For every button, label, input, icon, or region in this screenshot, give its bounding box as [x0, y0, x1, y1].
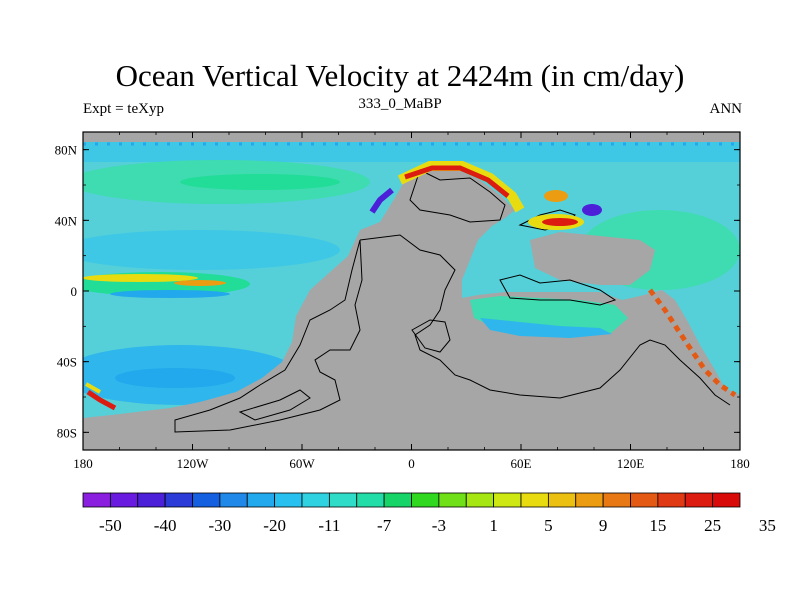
- colorbar-label: -11: [318, 516, 340, 535]
- coastline-asia: [499, 274, 617, 306]
- north-pacific-core: [180, 174, 340, 190]
- colorbar-swatch: [301, 492, 330, 508]
- hotspot-red: [542, 218, 578, 226]
- colorbar-label: 5: [544, 516, 553, 535]
- colorbar-label: -40: [154, 516, 177, 535]
- hotspot-arc-blue: [369, 187, 394, 214]
- season-label: ANN: [709, 101, 743, 117]
- colorbar-swatch: [192, 492, 221, 508]
- coastal-hotspots: [83, 142, 740, 411]
- y-tick-label: 80N: [55, 143, 78, 158]
- map-field: [83, 132, 740, 450]
- southwest-hotspots: [86, 389, 117, 411]
- coastline-north: [409, 169, 506, 223]
- colorbar-swatch: [164, 492, 193, 508]
- colorbar-swatch: [602, 492, 631, 508]
- arctic-band: [83, 142, 740, 162]
- equatorial-orange: [174, 280, 226, 286]
- colorbar-swatch: [547, 492, 577, 508]
- colorbar-swatch: [82, 492, 111, 508]
- equatorial-blue: [110, 290, 230, 298]
- colorbar-swatch: [630, 492, 659, 508]
- colorbar-swatch: [712, 492, 741, 508]
- colorbar-swatch: [356, 492, 385, 508]
- colorbar-swatch: [109, 492, 139, 508]
- colorbar-label: -50: [99, 516, 122, 535]
- southwest-hotspots-yellow: [85, 382, 101, 394]
- x-tick-label: 0: [408, 456, 415, 471]
- coastline-interior: [411, 319, 451, 353]
- colorbar-swatch: [438, 492, 467, 508]
- colorbar-swatch: [246, 492, 276, 508]
- x-axis: 180 120W 60W 0 60E 120E 180: [73, 132, 750, 471]
- colorbar-swatch: [219, 492, 248, 508]
- coastline-west: [174, 239, 363, 433]
- experiment-label: Expt = teXyp: [83, 101, 164, 117]
- x-tick-label: 180: [730, 456, 750, 471]
- equatorial-yellow: [83, 274, 198, 282]
- colorbar-label: -30: [209, 516, 232, 535]
- colorbar-swatch: [328, 492, 358, 508]
- asia-block: [530, 232, 655, 285]
- coastline-east: [518, 209, 576, 231]
- y-axis: 80N 40N 0 40S 80S: [55, 143, 740, 440]
- x-tick-label: 60E: [511, 456, 532, 471]
- colorbar: -50-40-30-20-11-7-315915253545: [82, 492, 776, 535]
- y-tick-label: 80S: [57, 425, 77, 440]
- colorbar-label: -20: [263, 516, 286, 535]
- colorbar-label: 9: [599, 516, 608, 535]
- x-tick-label: 120E: [617, 456, 645, 471]
- colorbar-label: 15: [649, 516, 666, 535]
- hotspot-blue: [582, 204, 602, 216]
- colorbar-label: 1: [489, 516, 498, 535]
- y-tick-label: 0: [71, 284, 78, 299]
- y-tick-label: 40S: [57, 355, 77, 370]
- colorbar-swatch: [411, 492, 440, 508]
- x-tick-label: 180: [73, 456, 93, 471]
- colorbar-swatch: [493, 492, 522, 508]
- coastlines: [174, 169, 731, 433]
- land-mass: [83, 168, 740, 450]
- tropical-band: [83, 230, 340, 270]
- colorbar-label: -7: [377, 516, 392, 535]
- coastline-central: [359, 234, 731, 406]
- coastline-south: [238, 389, 311, 421]
- south-pacific-core: [115, 368, 235, 388]
- colorbar-label: 35: [759, 516, 776, 535]
- colorbar-swatch: [465, 492, 495, 508]
- colorbar-swatch: [383, 492, 412, 508]
- eastern-coast-hotspots: [648, 288, 737, 398]
- colorbar-swatch: [274, 492, 303, 508]
- x-tick-label: 60W: [289, 456, 315, 471]
- colorbar-swatch: [137, 492, 166, 508]
- colorbar-swatch: [575, 492, 604, 508]
- y-tick-label: 40N: [55, 213, 78, 228]
- hotspot-orange: [544, 190, 568, 202]
- chart-title: Ocean Vertical Velocity at 2424m (in cm/…: [115, 58, 685, 93]
- colorbar-swatch: [657, 492, 686, 508]
- colorbar-label: 25: [704, 516, 721, 535]
- x-tick-label: 120W: [177, 456, 210, 471]
- colorbar-swatch: [684, 492, 714, 508]
- colorbar-label: -3: [432, 516, 446, 535]
- chart-subtitle: 333_0_MaBP: [358, 96, 442, 112]
- colorbar-swatch: [520, 492, 549, 508]
- inland-sea-blue: [480, 318, 612, 338]
- hotspot-arc-inner: [404, 165, 510, 198]
